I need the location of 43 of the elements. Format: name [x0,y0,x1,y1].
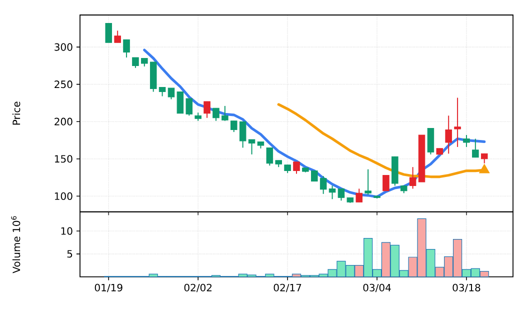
candlestick [248,138,256,155]
y-tick-label: 200 [54,118,72,126]
y-tick-label: 250 [54,80,72,88]
x-tick-label: 03/18 [452,284,480,292]
x-tick-label: 02/02 [184,284,212,292]
y-axis-title: Volume 10$^{6}$ [11,216,20,274]
candlestick [186,98,193,116]
y-tick-label: 300 [54,43,72,51]
candlestick [356,188,363,203]
candlestick [105,22,112,44]
x-tick-label: 02/17 [274,284,302,292]
candlestick [222,105,228,122]
x-tick-label: 03/04 [363,284,391,292]
candlestick [463,134,470,148]
candlestick [472,138,479,158]
y-tick-label: 10 [61,227,72,235]
candlestick [293,161,300,174]
candlestick [212,108,220,122]
candlestick [454,97,461,148]
candlestick [311,170,318,182]
candlestick [328,185,336,200]
candlestick [320,176,327,194]
candlestick [230,120,238,133]
y-tick-label: 5 [67,250,72,258]
candlestick [427,128,434,155]
candlestick [132,56,139,68]
candlestick [338,188,345,202]
x-tick-label: 01/19 [94,284,122,292]
candlestick [204,100,210,118]
y-tick-label: 100 [54,192,72,200]
y-tick-label: 150 [54,155,72,163]
candlestick [114,30,121,44]
candlestick [266,147,274,166]
candlestick [168,88,175,100]
candlestick [123,39,130,58]
candlestick [445,115,452,154]
candlestick [382,174,390,192]
candlestick [239,121,246,148]
y-axis-title: Price [12,102,20,125]
candlestick [480,153,488,164]
candlestick [409,166,416,190]
candlestick [364,168,372,196]
candlestick [176,91,184,114]
